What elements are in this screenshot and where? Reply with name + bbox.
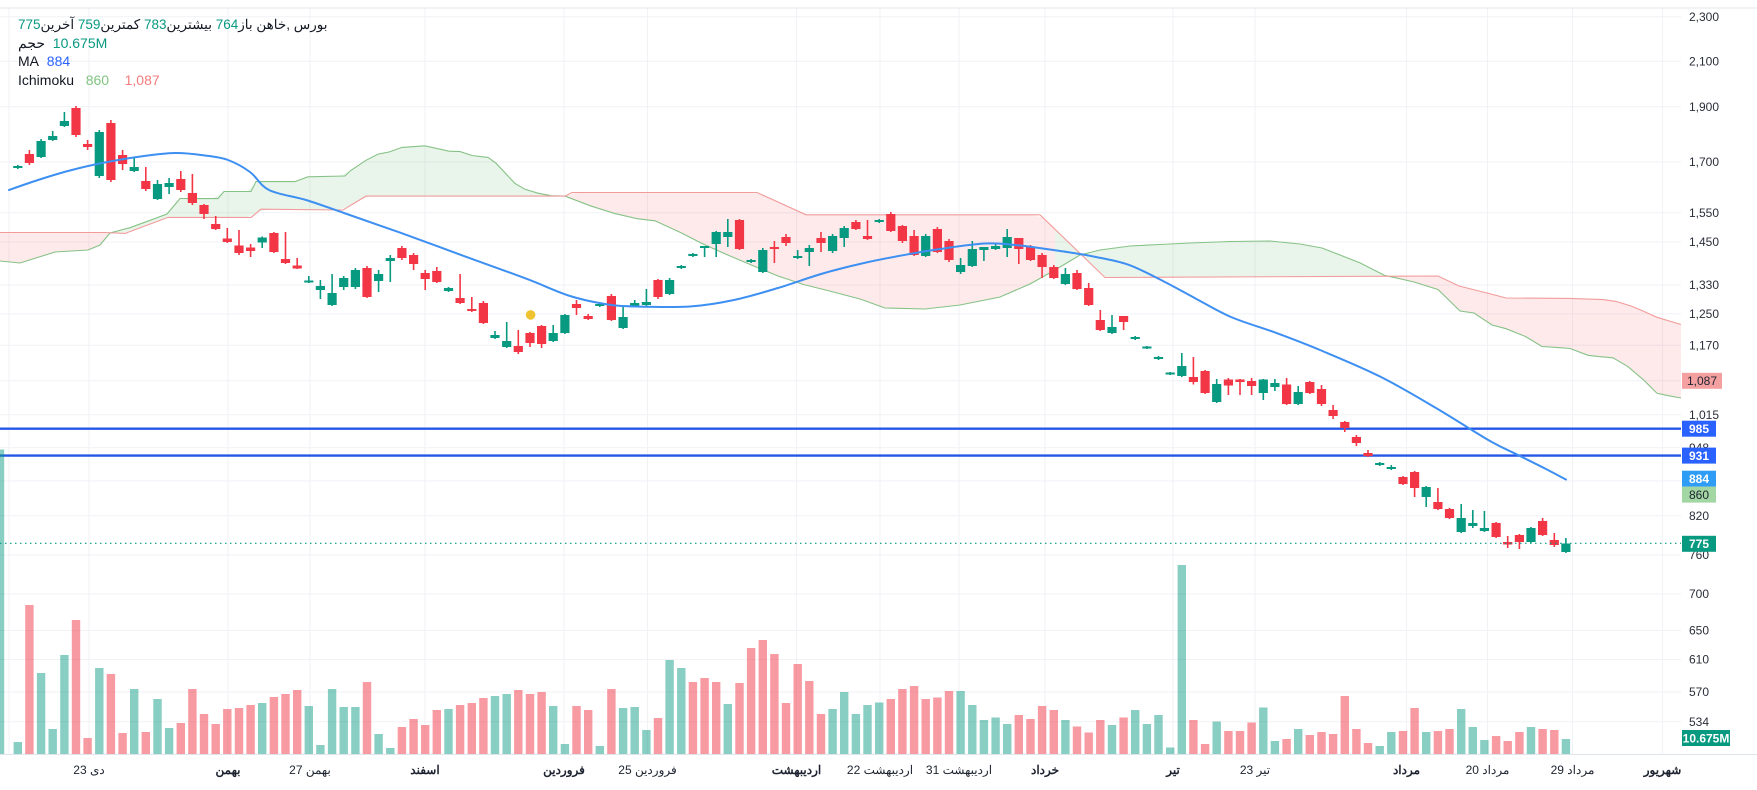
svg-text:اردیبهشت: اردیبهشت	[772, 763, 821, 778]
svg-text:1,550: 1,550	[1689, 206, 1719, 220]
svg-text:1,900: 1,900	[1689, 100, 1719, 114]
svg-text:1,450: 1,450	[1689, 235, 1719, 249]
svg-text:1,250: 1,250	[1689, 307, 1719, 321]
svg-text:اسفند: اسفند	[410, 763, 439, 777]
svg-text:570: 570	[1689, 685, 1709, 699]
svg-text:2,300: 2,300	[1689, 10, 1719, 24]
svg-text:2,100: 2,100	[1689, 55, 1719, 69]
svg-text:10.675M: 10.675M	[1683, 731, 1730, 745]
svg-text:1,087: 1,087	[1687, 374, 1717, 388]
svg-text:بهمن: بهمن	[216, 763, 241, 778]
svg-text:700: 700	[1689, 587, 1709, 601]
svg-text:1,170: 1,170	[1689, 339, 1719, 353]
svg-text:29 مرداد: 29 مرداد	[1551, 763, 1595, 777]
svg-text:23 دی: 23 دی	[73, 763, 104, 777]
svg-text:775: 775	[1689, 537, 1709, 551]
svg-text:1,700: 1,700	[1689, 155, 1719, 169]
svg-text:884: 884	[1689, 472, 1709, 486]
svg-text:25 فروردین: 25 فروردین	[618, 763, 676, 777]
svg-text:23 تیر: 23 تیر	[1240, 763, 1270, 777]
svg-text:20 مرداد: 20 مرداد	[1466, 763, 1510, 777]
svg-text:تیر: تیر	[1165, 763, 1180, 778]
svg-text:27 بهمن: 27 بهمن	[289, 763, 331, 777]
svg-text:مرداد: مرداد	[1393, 763, 1420, 778]
svg-text:534: 534	[1689, 715, 1709, 729]
svg-text:860: 860	[1689, 488, 1709, 502]
svg-text:820: 820	[1689, 509, 1709, 523]
svg-text:1,330: 1,330	[1689, 278, 1719, 292]
svg-text:22 اردیبهشت: 22 اردیبهشت	[847, 763, 913, 777]
svg-text:فروردین: فروردین	[543, 763, 585, 778]
svg-text:650: 650	[1689, 624, 1709, 638]
svg-text:31 اردیبهشت: 31 اردیبهشت	[926, 763, 992, 777]
svg-text:931: 931	[1689, 449, 1709, 463]
svg-text:985: 985	[1689, 422, 1709, 436]
svg-text:خرداد: خرداد	[1031, 763, 1059, 778]
svg-text:شهریور: شهریور	[1643, 763, 1682, 778]
svg-text:1,015: 1,015	[1689, 408, 1719, 422]
svg-text:610: 610	[1689, 653, 1709, 667]
